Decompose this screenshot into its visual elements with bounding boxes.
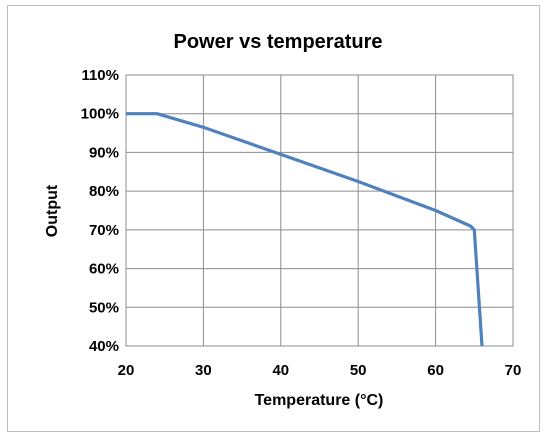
x-tick-label: 60 (427, 362, 444, 379)
x-tick-label: 70 (505, 362, 522, 379)
y-tick-label: 40% (89, 338, 119, 355)
y-tick-label: 80% (89, 183, 119, 200)
y-tick-label: 110% (81, 67, 119, 84)
output-series-line (126, 112, 484, 347)
chart-series (126, 112, 484, 347)
y-tick-label: 100% (81, 106, 119, 123)
chart-grid (125, 74, 514, 347)
x-tick-label: 40 (272, 362, 289, 379)
y-tick-label: 60% (89, 261, 119, 278)
y-axis-ticks: 40% 50% 60% 70% 80% 90% 100% 110% (81, 67, 119, 355)
x-tick-label: 30 (195, 362, 212, 379)
x-tick-label: 50 (350, 362, 367, 379)
plot-area (125, 74, 514, 347)
x-axis-ticks: 20 30 40 50 60 70 (118, 362, 522, 379)
chart-title: Power vs temperature (174, 31, 383, 53)
y-axis-label: Output (44, 184, 61, 237)
x-axis-label: Temperature (°C) (255, 392, 384, 409)
x-tick-label: 20 (118, 362, 135, 379)
y-tick-label: 70% (89, 222, 119, 239)
y-tick-label: 50% (89, 299, 119, 316)
y-tick-label: 90% (89, 144, 119, 161)
